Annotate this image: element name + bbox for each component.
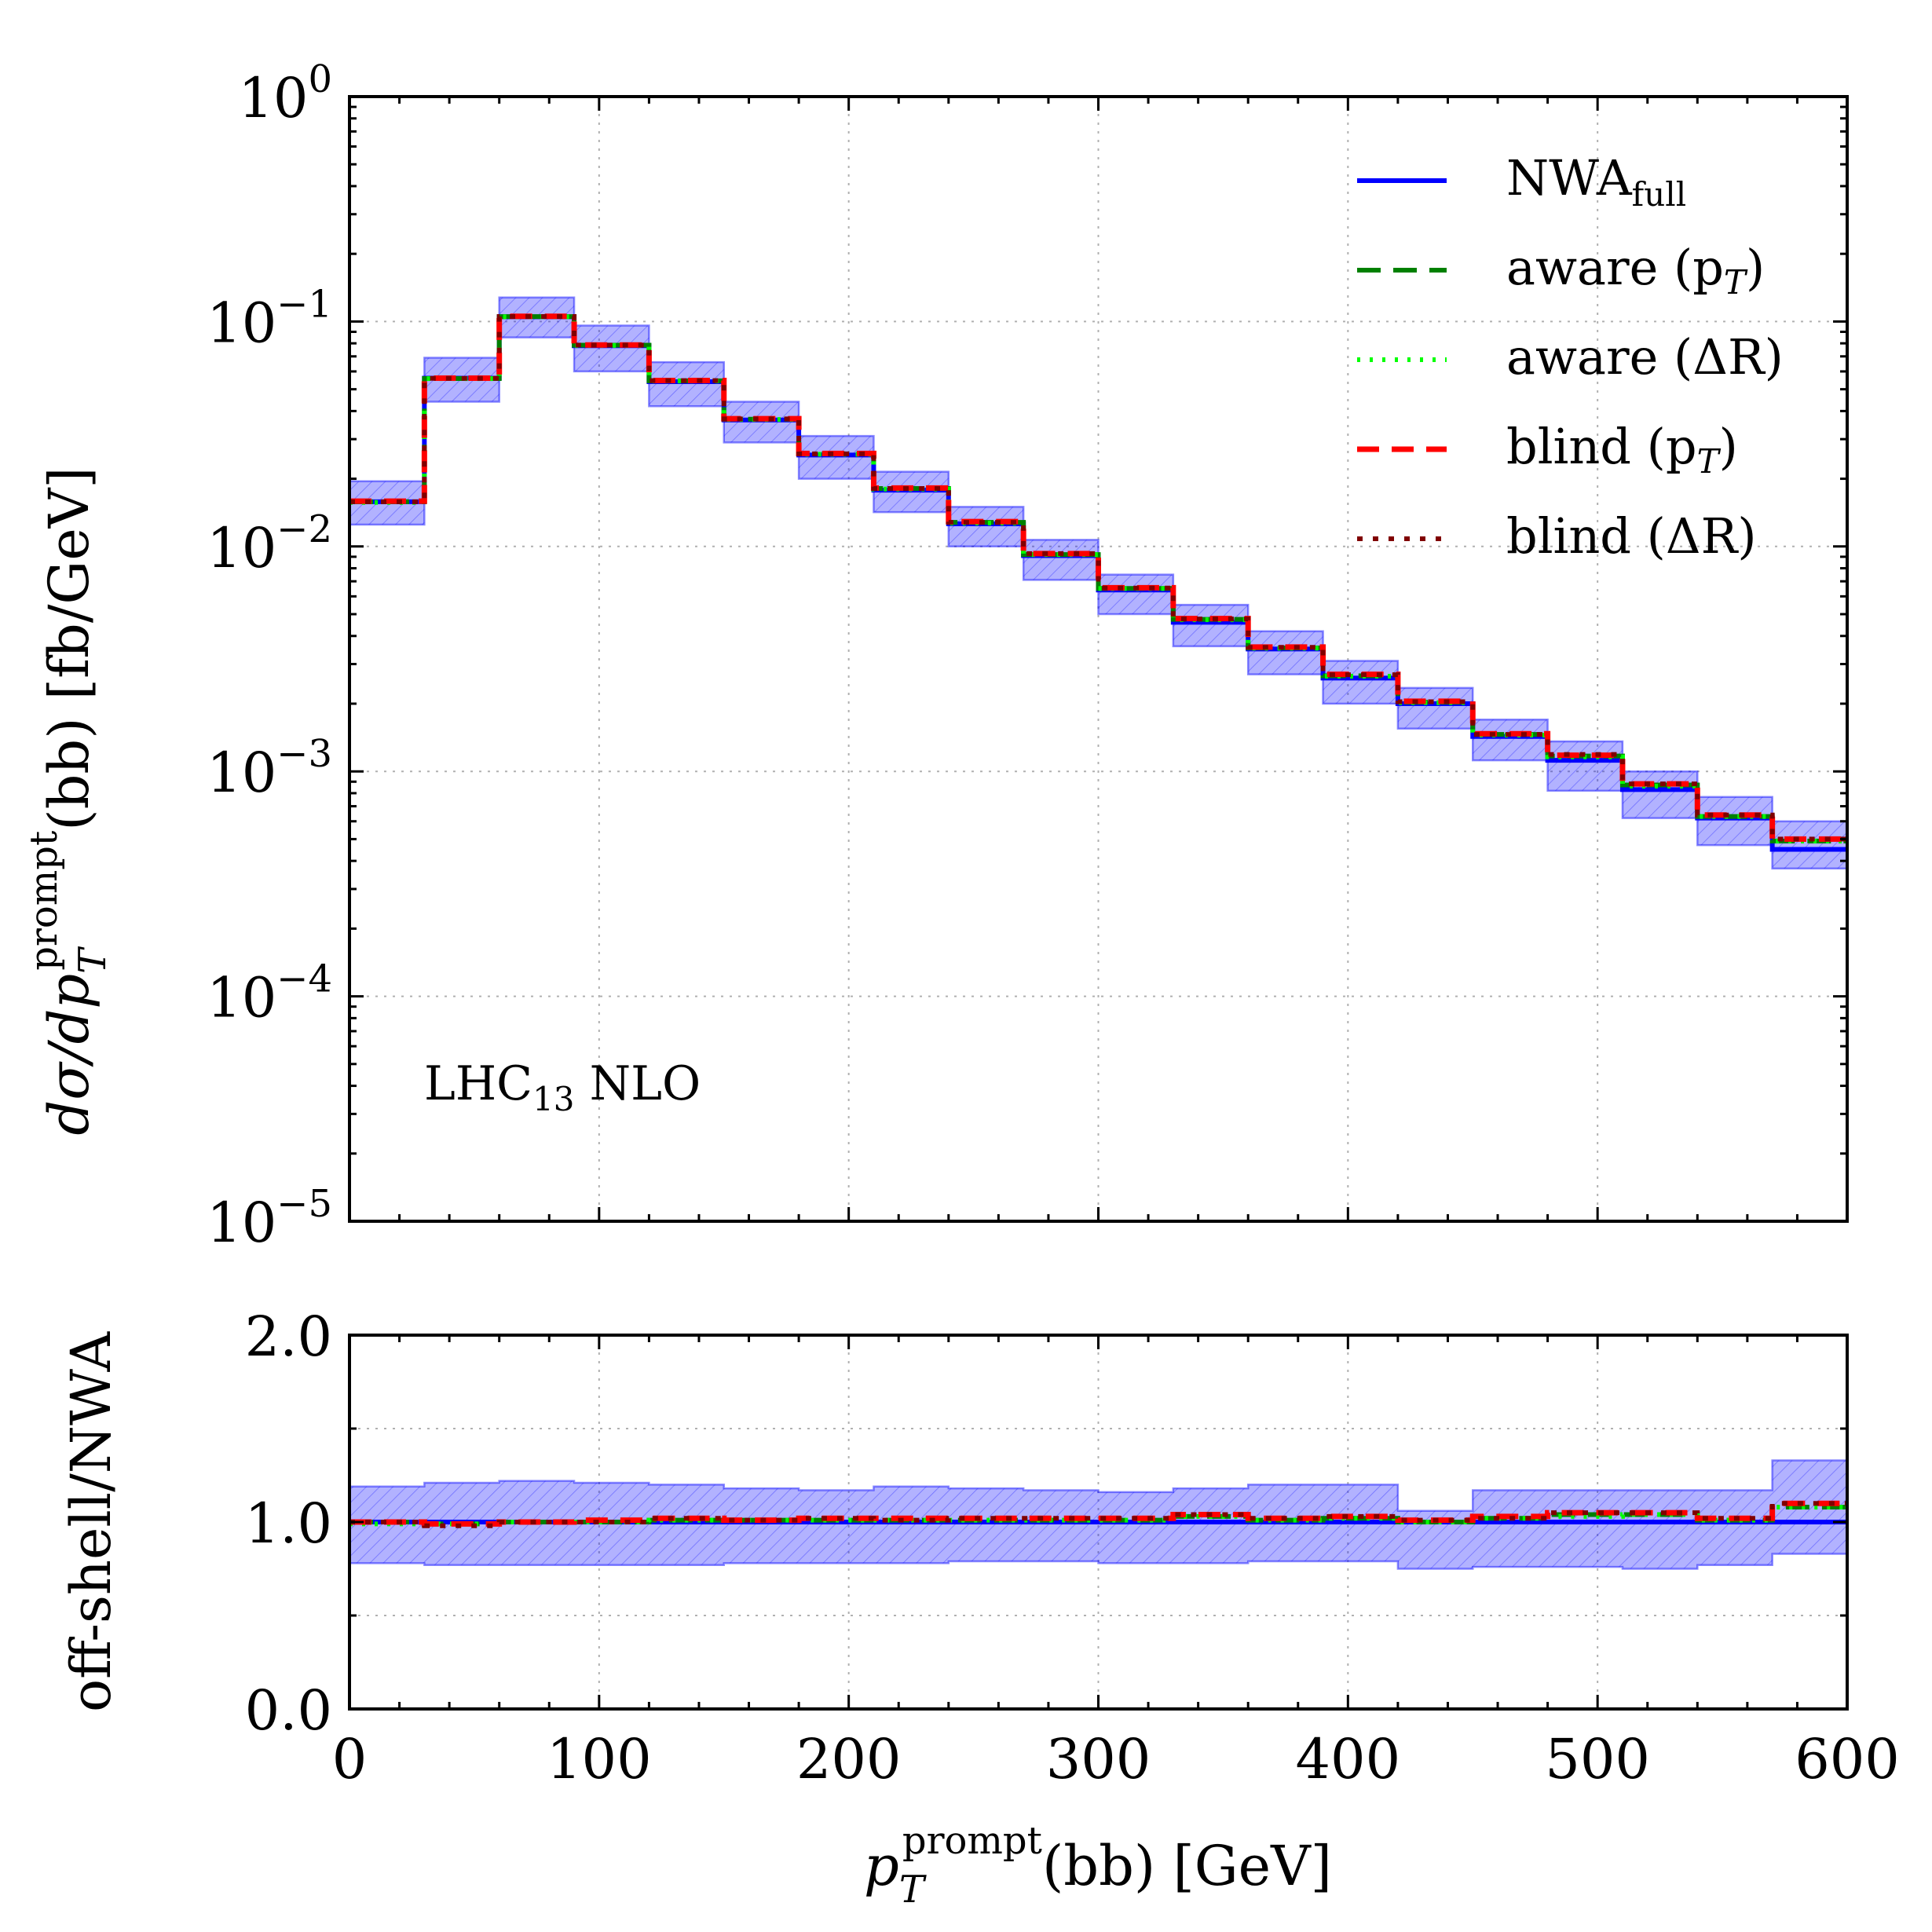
legend-label-nwa-full: NWAfull: [1506, 149, 1686, 214]
main-y-axis-title: dσ/dpTprompt(bb) [fb/GeV]: [22, 467, 115, 1135]
main-y-tick-label: 10−1: [207, 282, 332, 355]
ratio-band-hatch: [349, 1459, 1847, 1570]
legend-label-blind-dr: blind (ΔR): [1506, 507, 1757, 565]
ratio-series: [349, 1500, 1847, 1528]
ratio-uncertainty-band: [349, 1459, 1847, 1570]
legend-label-blind-pt: blind (pT): [1506, 418, 1738, 481]
x-tick-label: 500: [1545, 1727, 1650, 1791]
ratio-y-axis-title: off-shell/NWA: [59, 1331, 123, 1713]
ratio-series-blind-p-t: [349, 1500, 1847, 1527]
main-y-tick-label: 10−2: [207, 507, 332, 580]
legend-entry-nwa-full: NWAfull: [1357, 149, 1686, 214]
main-ticks: [348, 95, 1849, 1223]
ratio-y-tick-labels: 0.0 1.0 2.0: [245, 1304, 332, 1743]
x-tick-label: 300: [1046, 1727, 1151, 1791]
main-grid: [349, 97, 1847, 1221]
x-tick-label: 0: [332, 1727, 368, 1791]
main-y-tick-label: 10−3: [207, 732, 332, 805]
legend-label-aware-pt: aware (pT): [1506, 239, 1765, 302]
ratio-grid: [349, 1335, 1847, 1709]
x-tick-label: 600: [1795, 1727, 1900, 1791]
ratio-y-tick-label: 0.0: [245, 1678, 332, 1743]
main-series-blind-p-t: [349, 313, 1847, 842]
x-tick-labels: 0 100 200 300 400 500 600: [332, 1727, 1900, 1791]
x-tick-label: 400: [1296, 1727, 1401, 1791]
legend-entry-blind-pt: blind (pT): [1357, 418, 1738, 481]
legend-entry-blind-dr: blind (ΔR): [1357, 507, 1757, 565]
main-series-aware-r: [349, 314, 1847, 843]
main-panel: 100 10−1 10−2 10−3 10−4 10−5 dσ/dpTprompt(bb)…: [22, 57, 1849, 1255]
x-tick-label: 200: [796, 1727, 902, 1791]
main-y-tick-label: 100: [238, 57, 332, 130]
energy-annotation: LHC13 NLO: [424, 1056, 701, 1118]
legend: NWAfull aware (pT) aware (ΔR) blind (pT)…: [1357, 149, 1784, 565]
main-y-tick-labels: 100 10−1 10−2 10−3 10−4 10−5: [207, 57, 332, 1255]
legend-label-aware-dr: aware (ΔR): [1506, 328, 1784, 386]
legend-entry-aware-pt: aware (pT): [1357, 239, 1765, 302]
ratio-y-tick-label: 2.0: [245, 1304, 332, 1369]
x-axis-title: pTprompt(bb) [GeV]: [864, 1819, 1332, 1912]
main-series-blind-r: [349, 313, 1847, 842]
ratio-ticks: [348, 1334, 1849, 1711]
ratio-panel: 0.0 1.0 2.0 0 100 200 300 400 500 600 off-shell/…: [59, 1304, 1900, 1912]
ratio-series-blind-r: [349, 1501, 1847, 1528]
x-tick-label: 100: [547, 1727, 652, 1791]
ratio-y-tick-label: 1.0: [245, 1491, 332, 1556]
main-y-tick-label: 10−4: [207, 957, 332, 1030]
main-series: [349, 313, 1847, 852]
legend-entry-aware-dr: aware (ΔR): [1357, 328, 1784, 386]
main-y-tick-label: 10−5: [207, 1182, 332, 1255]
